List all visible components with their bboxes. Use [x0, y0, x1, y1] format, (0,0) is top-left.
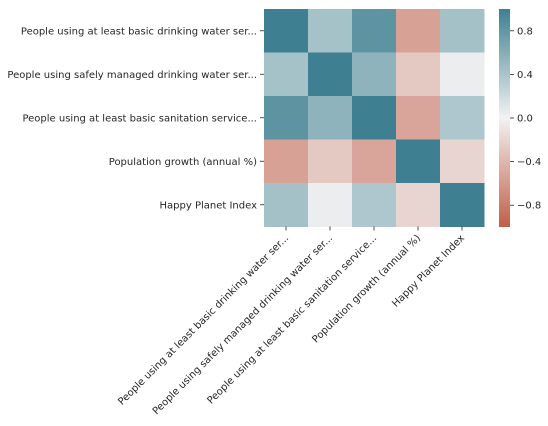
column-labels: People using at least basic drinking wat…: [116, 226, 467, 417]
heatmap-cell: [440, 9, 485, 53]
column-label: People using safely managed drinking wat…: [151, 233, 335, 417]
heatmap-cell: [264, 183, 309, 227]
colorbar: 0.8 0.4 0.0 −0.4 −0.8: [499, 9, 541, 227]
colorbar-tick-label: 0.4: [517, 70, 533, 81]
heatmap-cell: [440, 52, 485, 97]
column-label: People using at least basic sanitation s…: [206, 233, 380, 407]
heatmap-cell: [264, 9, 309, 53]
heatmap-cell: [308, 52, 353, 97]
heatmap-cell: [352, 139, 397, 184]
row-label: Happy Planet Index: [160, 200, 258, 211]
heatmap-cell: [352, 9, 397, 53]
row-label: People using at least basic sanitation s…: [22, 113, 257, 124]
heatmap-cell: [264, 96, 309, 140]
column-label: People using at least basic drinking wat…: [116, 233, 291, 408]
heatmap-cell: [352, 183, 397, 227]
heatmap-cell: [440, 139, 485, 184]
row-label: People using at least basic drinking wat…: [21, 26, 257, 37]
heatmap-cell: [440, 183, 485, 227]
heatmap-cell: [352, 52, 397, 97]
heatmap-cell: [352, 96, 397, 140]
heatmap-cell: [308, 96, 353, 140]
colorbar-tick-label: 0.8: [517, 26, 533, 37]
heatmap-cell: [308, 9, 353, 53]
row-labels: People using at least basic drinking wat…: [7, 26, 264, 211]
heatmap-cell: [396, 96, 441, 140]
row-label: People using safely managed drinking wat…: [7, 70, 257, 81]
heatmap-cell: [396, 183, 441, 227]
column-label: Happy Planet Index: [390, 233, 467, 310]
colorbar-tick-label: 0.0: [517, 114, 533, 125]
heatmap-cell: [264, 139, 309, 184]
row-label: Population growth (annual %): [109, 157, 257, 168]
heatmap-cell: [308, 139, 353, 184]
heatmap-cell: [396, 9, 441, 53]
heatmap-cell: [264, 52, 309, 97]
heatmap-cell: [396, 139, 441, 184]
heatmap-cell: [308, 183, 353, 227]
colorbar-tick-label: −0.4: [517, 157, 541, 168]
colorbar-tick-label: −0.8: [517, 201, 541, 212]
heatmap-cells: [264, 9, 485, 227]
heatmap-cell: [440, 96, 485, 140]
heatmap-cell: [396, 52, 441, 97]
colorbar-gradient: [499, 9, 510, 227]
